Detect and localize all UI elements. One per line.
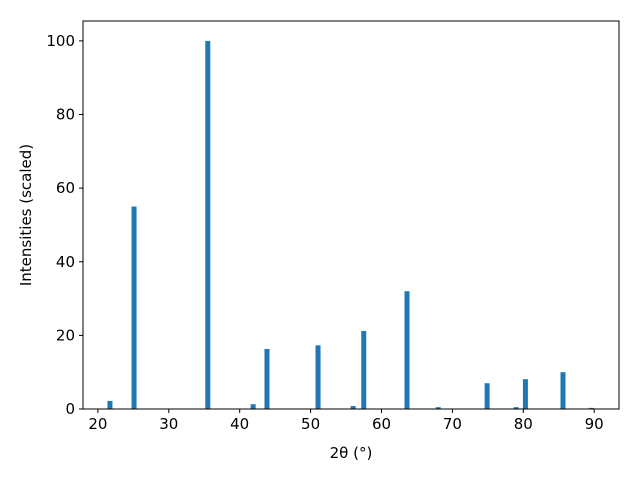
bar [435, 407, 441, 409]
bar [131, 206, 137, 409]
y-tick-label: 100 [46, 32, 75, 50]
bar [250, 404, 256, 409]
x-tick-label: 30 [159, 415, 178, 433]
x-axis-label: 2θ (°) [330, 444, 373, 462]
bar [404, 291, 410, 409]
bar [484, 383, 490, 409]
bar [560, 372, 566, 409]
bar [588, 407, 594, 409]
bar [513, 407, 519, 409]
bar [107, 400, 113, 409]
y-axis-label: Intensities (scaled) [17, 144, 35, 286]
y-tick-label: 40 [56, 253, 75, 271]
bar [205, 40, 211, 409]
x-tick-label: 20 [88, 415, 107, 433]
plot-frame [82, 20, 620, 410]
x-tick-label: 50 [301, 415, 320, 433]
y-tick-label: 0 [65, 400, 75, 418]
y-tick-label: 80 [56, 106, 75, 124]
x-tick-label: 40 [230, 415, 249, 433]
x-tick-label: 80 [514, 415, 533, 433]
bar [350, 406, 356, 409]
bar [315, 345, 321, 409]
bar [361, 330, 367, 409]
y-tick-label: 20 [56, 326, 75, 344]
bar [522, 379, 528, 409]
x-tick-label: 90 [585, 415, 604, 433]
x-tick-label: 60 [372, 415, 391, 433]
bar [264, 348, 270, 409]
y-tick-label: 60 [56, 179, 75, 197]
x-tick-label: 70 [443, 415, 462, 433]
